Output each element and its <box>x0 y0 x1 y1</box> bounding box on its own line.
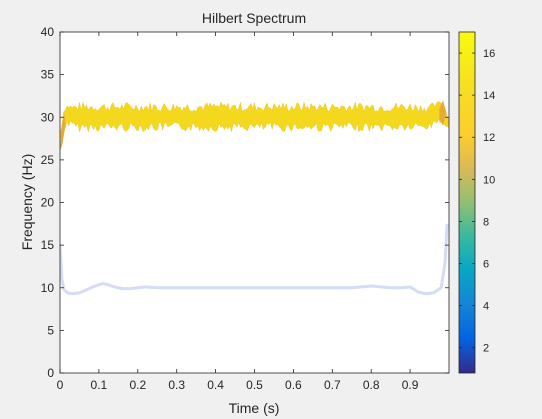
x-tick-label: 0.8 <box>363 378 380 392</box>
colorbar <box>458 31 476 374</box>
x-tick-label: 0.1 <box>91 378 108 392</box>
y-tick-label: 5 <box>47 323 54 337</box>
series-high-amplitude-edge-right <box>439 100 446 126</box>
x-tick-label: 0.9 <box>402 378 419 392</box>
y-tick-label: 10 <box>41 281 55 295</box>
y-tick-label: 25 <box>41 153 55 167</box>
colorbar-tick-label: 8 <box>483 216 489 228</box>
x-tick-label: 0.4 <box>207 378 224 392</box>
colorbar-tick-label: 6 <box>483 259 489 271</box>
y-tick-label: 20 <box>41 196 55 210</box>
y-tick-label: 30 <box>41 110 55 124</box>
y-tick-label: 35 <box>41 68 55 82</box>
colorbar-tick-label: 14 <box>483 90 495 102</box>
colorbar-tick-label: 16 <box>483 48 495 60</box>
colorbar-tick-label: 10 <box>483 174 495 186</box>
x-tick-label: 0 <box>57 378 64 392</box>
series-layer <box>60 100 449 296</box>
series-high-amplitude-band <box>60 101 449 140</box>
series-high-amplitude-edge-left <box>60 113 66 152</box>
y-tick-label: 0 <box>47 366 54 380</box>
plot-area <box>60 32 449 373</box>
x-tick-label: 0.2 <box>129 378 146 392</box>
colorbar-tick-label: 2 <box>483 343 489 355</box>
chart-title: Hilbert Spectrum <box>202 10 306 26</box>
series-low-amplitude-line <box>60 223 449 296</box>
x-tick-label: 0.7 <box>324 378 341 392</box>
colorbar-ticks: 2 4 6 8 10 12 14 16 <box>459 48 495 355</box>
axes-layer: 0 0.1 0.2 0.3 0.4 0.5 0.6 0.7 0.8 0.9 0 5 10 15 20 25 30… <box>41 25 450 392</box>
y-tick-label: 15 <box>41 238 55 252</box>
x-tick-label: 0.3 <box>168 378 185 392</box>
colorbar-tick-label: 4 <box>483 301 489 313</box>
y-axis-label: Frequency (Hz) <box>19 154 35 250</box>
x-axis-label: Time (s) <box>229 400 280 416</box>
colorbar-tick-label: 12 <box>483 132 495 144</box>
y-tick-label: 40 <box>41 25 55 39</box>
x-tick-label: 0.6 <box>285 378 302 392</box>
x-tick-label: 0.5 <box>246 378 263 392</box>
